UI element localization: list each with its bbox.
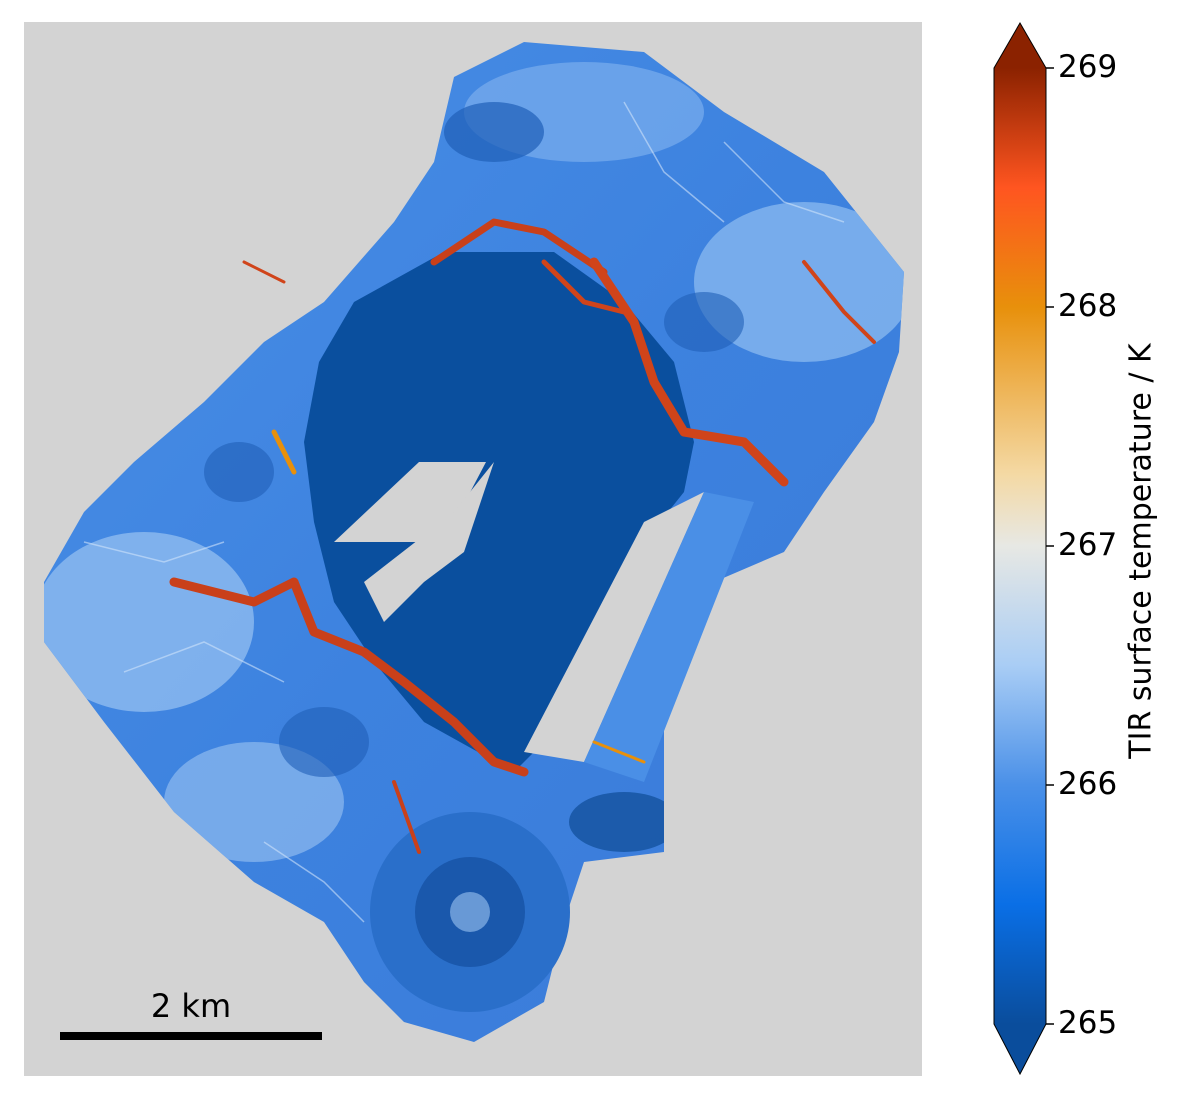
crack-line [623, 101, 725, 223]
dark-patch [444, 102, 544, 162]
dark-patch [204, 442, 274, 502]
thermal-map [24, 22, 922, 1076]
scalebar [60, 1032, 322, 1040]
data-gap [524, 492, 704, 762]
colorbar-tick-label: 268 [1058, 288, 1118, 324]
crack-line [723, 141, 845, 223]
light-zone-northeast [694, 202, 904, 362]
warm-fracture-rim [242, 260, 286, 284]
colorbar-label: TIR surface temperature / K [1123, 343, 1159, 759]
warm-fracture-northeast-branch [541, 259, 627, 315]
colorbar-ticks [1046, 67, 1054, 1025]
crack-line [123, 641, 285, 683]
dark-patch [664, 292, 744, 352]
mosaic-strip-east [584, 492, 754, 782]
light-zone-southwest [164, 742, 344, 862]
crack-line [83, 541, 225, 563]
warm-fracture-northeast [589, 257, 789, 487]
data-gap [364, 462, 494, 622]
dark-patch [569, 792, 679, 852]
colorbar-tick-label: 266 [1058, 766, 1118, 802]
colorbar-extend-top [994, 23, 1046, 68]
scalebar-label: 2 km [150, 987, 232, 1025]
warm-fracture-south [392, 780, 421, 854]
colorbar-tick-label: 265 [1058, 1005, 1118, 1041]
colorbar-tick-label: 267 [1058, 527, 1118, 563]
colorbar-extend-bottom [994, 1024, 1046, 1074]
southern-crater-pit [450, 892, 490, 932]
colorbar-tick-label: 269 [1058, 49, 1118, 85]
colorbar-body [994, 68, 1046, 1024]
light-zone-west [44, 532, 254, 712]
warm-fracture-southwest [169, 577, 529, 777]
warm-fracture-far-east [802, 260, 876, 344]
crack-line [263, 841, 365, 923]
dark-patch [279, 707, 369, 777]
warm-fracture-strip [592, 740, 646, 764]
warm-fracture-west [271, 429, 297, 475]
colorbar [993, 22, 1054, 1076]
warm-fracture-north [430, 218, 608, 276]
